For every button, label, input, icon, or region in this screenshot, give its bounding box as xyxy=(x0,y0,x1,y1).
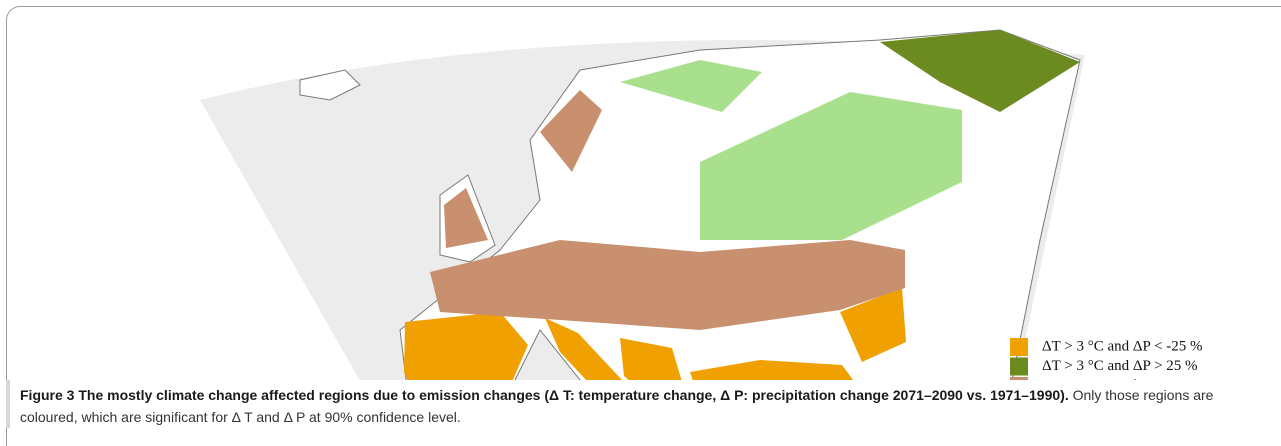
region xyxy=(690,360,854,380)
legend-label: ΔT > 3 °C and ΔP > 25 % xyxy=(1042,358,1198,374)
region xyxy=(545,318,622,380)
page: ΔT > 3 °C and ΔP < -25 % ΔT > 3 °C and ΔP… xyxy=(6,6,1281,446)
legend-label: ΔT > 3 °C and ΔP < -25 % xyxy=(1042,338,1203,354)
land-iceland xyxy=(299,69,361,101)
map: ΔT > 3 °C and ΔP < -25 % ΔT > 3 °C and ΔP… xyxy=(200,29,1213,380)
caption-text: Only those regions are coloured, which a… xyxy=(20,387,1214,425)
caption-bold: Figure 3 The mostly climate change affec… xyxy=(20,387,1069,403)
region xyxy=(444,188,488,248)
region xyxy=(620,60,762,112)
legend-label: ΔT positive and ΔP negative xyxy=(1042,377,1213,380)
figure-frame xyxy=(6,6,1281,446)
legend-swatch xyxy=(1010,357,1028,376)
region xyxy=(430,240,905,330)
region xyxy=(700,92,962,240)
legend: ΔT > 3 °C and ΔP < -25 % ΔT > 3 °C and ΔP… xyxy=(1010,338,1213,380)
region xyxy=(404,312,528,380)
region xyxy=(880,30,1080,112)
caption-bar xyxy=(6,380,10,428)
legend-swatch xyxy=(1010,338,1028,356)
region xyxy=(540,90,602,172)
legend-swatch xyxy=(1010,377,1028,380)
caption: Figure 3 The mostly climate change affec… xyxy=(20,384,1265,428)
region xyxy=(620,338,682,380)
region xyxy=(840,288,906,362)
